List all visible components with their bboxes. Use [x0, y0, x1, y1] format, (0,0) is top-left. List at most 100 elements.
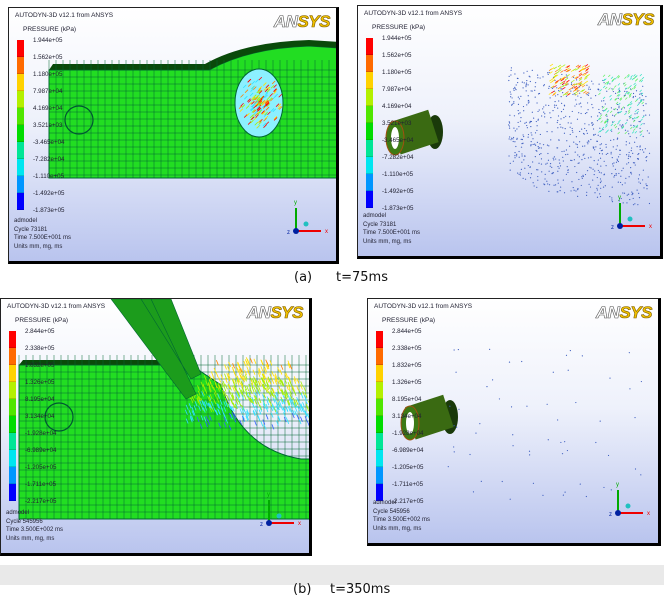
color-swatch: [17, 108, 24, 125]
legend-value: 2.844e+05: [25, 328, 55, 335]
ansys-logo: ANSYS: [273, 12, 331, 32]
model-info: admodel Cycle 73181 Time 7.500E+001 ms Unit…: [14, 217, 71, 252]
info-line: admodel: [373, 500, 397, 506]
color-swatch: [9, 416, 16, 433]
color-swatch: [17, 125, 24, 142]
color-swatch: [9, 399, 16, 416]
info-line: Cycle 73181: [14, 226, 48, 233]
caption-a-time: t=75ms: [336, 270, 388, 285]
legend-value: 7.987e+04: [382, 86, 412, 93]
scan-artifact-band: [0, 565, 664, 585]
info-line: Time 3.500E+002 ms: [6, 527, 63, 534]
legend-value: 2.338e+05: [25, 345, 55, 352]
color-swatch: [9, 365, 16, 382]
legend-value: 3.134e+04: [392, 413, 422, 420]
simulation-view-a-left: x y z AUTODYN-3D v12.1 from ANSYS PRESSURE (…: [8, 7, 339, 264]
cylinder: [385, 109, 443, 156]
info-line: admodel: [363, 213, 387, 219]
info-line: admodel: [14, 218, 38, 224]
color-swatch: [366, 89, 373, 106]
axis-label-y: y: [616, 482, 619, 488]
axis-triad: x y z: [287, 200, 328, 236]
color-swatch: [17, 74, 24, 91]
color-swatch: [366, 123, 373, 140]
scene-render: x y z: [48, 40, 336, 236]
color-swatch: [17, 40, 24, 57]
legend-values: 2.844e+05 2.338e+05 1.832e+05 1.326e+05 8.19…: [25, 328, 56, 515]
legend-title: PRESSURE (kPa): [372, 24, 426, 31]
color-swatch: [17, 91, 24, 108]
axis-triad: x y z: [260, 492, 301, 528]
legend-value: 1.562e+05: [33, 54, 63, 61]
color-swatch: [17, 193, 24, 210]
legend-value: 1.832e+05: [25, 362, 55, 369]
legend-value: -6.989e+04: [392, 447, 424, 454]
legend-values: 1.944e+05 1.562e+05 1.180e+05 7.987e+04 4.16…: [382, 35, 413, 222]
legend-value: -2.217e+05: [25, 498, 57, 505]
axis-label-x: x: [649, 224, 652, 230]
legend-value: 4.169e+04: [382, 103, 412, 110]
legend-value: 8.195e+04: [25, 396, 55, 403]
color-swatch: [376, 416, 383, 433]
legend-value: -1.873e+05: [382, 205, 414, 212]
mesh-plate: [18, 355, 309, 520]
particles: [447, 348, 642, 500]
color-swatch: [17, 176, 24, 193]
axis-label-z: z: [260, 522, 263, 528]
color-swatch: [9, 484, 16, 501]
color-scale-bar: [9, 331, 16, 501]
color-swatch: [376, 331, 383, 348]
legend-value: -1.110e+05: [382, 171, 414, 178]
info-line: Cycle 73181: [363, 221, 397, 228]
color-swatch: [9, 382, 16, 399]
scene-render: x y z: [18, 299, 309, 528]
color-swatch: [376, 450, 383, 467]
color-swatch: [376, 467, 383, 484]
legend-value: -1.205e+05: [392, 464, 424, 471]
legend-value: -1.205e+05: [25, 464, 57, 471]
axis-label-y: y: [267, 492, 270, 498]
legend-value: -3.465e+04: [33, 139, 65, 146]
cylinder: [400, 394, 458, 441]
color-swatch: [366, 174, 373, 191]
legend-value: 3.521e+03: [33, 122, 63, 129]
debris-strip: [110, 299, 202, 400]
color-swatch: [9, 433, 16, 450]
legend-value: 1.180e+05: [382, 69, 412, 76]
color-swatch: [376, 382, 383, 399]
legend-value: -1.928e+04: [392, 430, 424, 437]
color-swatch: [9, 467, 16, 484]
info-line: Cycle 545956: [6, 518, 43, 525]
legend-value: -1.711e+05: [392, 481, 424, 488]
legend-value: 7.987e+04: [33, 88, 63, 95]
axis-label-y: y: [294, 200, 297, 206]
color-swatch: [376, 348, 383, 365]
model-info: admodel Cycle 73181 Time 7.500E+001 ms Unit…: [363, 212, 420, 247]
color-swatch: [376, 365, 383, 382]
legend-value: -7.282e+04: [33, 156, 65, 163]
legend-value: -6.989e+04: [25, 447, 57, 454]
legend-value: 1.832e+05: [392, 362, 422, 369]
pressure-vectors: [185, 357, 309, 431]
simulation-view-b-right: x y z AUTODYN-3D v12.1 from ANSYS PRESSURE (…: [367, 298, 661, 546]
color-swatch: [17, 142, 24, 159]
color-scale-bar: [17, 40, 24, 210]
legend-value: 1.944e+05: [33, 37, 63, 44]
axis-label-z: z: [611, 225, 614, 231]
caption-b-label: (b): [293, 582, 312, 597]
legend-value: -3.465e+04: [382, 137, 414, 144]
color-swatch: [9, 331, 16, 348]
legend-value: 1.326e+05: [25, 379, 55, 386]
color-swatch: [9, 450, 16, 467]
bolt-hole: [44, 402, 74, 432]
info-line: Cycle 545956: [373, 508, 410, 515]
legend-value: -1.711e+05: [25, 481, 57, 488]
legend-value: 3.521e+03: [382, 120, 412, 127]
color-swatch: [376, 433, 383, 450]
color-swatch: [9, 348, 16, 365]
ansys-logo: ANSYS: [597, 10, 655, 30]
color-swatch: [17, 159, 24, 176]
axis-label-z: z: [287, 230, 290, 236]
legend-value: 2.338e+05: [392, 345, 422, 352]
info-line: admodel: [6, 510, 30, 516]
